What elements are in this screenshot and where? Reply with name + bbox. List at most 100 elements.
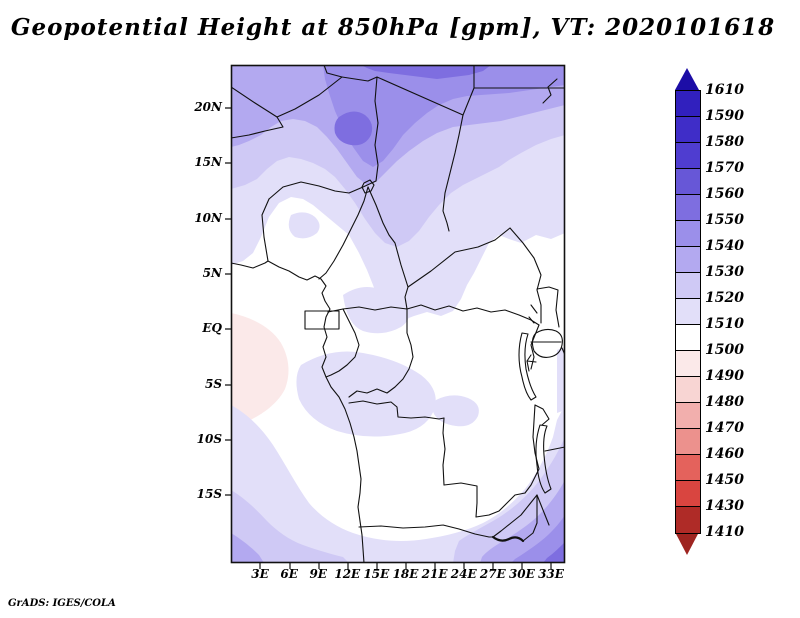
contour-pink-patch [231,313,289,427]
colorbar-segment [675,142,701,170]
colorbar-tick-label: 1590 [705,108,744,124]
y-axis-label: 5S [204,376,222,391]
colorbar-segment [675,90,701,118]
colorbar-tick-label: 1520 [705,290,744,306]
contour-fills [231,65,565,563]
border-niger-chad [374,76,379,182]
colorbar-segment [675,246,701,274]
border-tanzania-zambia [534,404,550,426]
y-axis-label: 20N [194,100,222,114]
contour-patch-nigeria [288,212,320,239]
colorbar-tick-label: 1510 [705,316,744,332]
y-axis-ticks [225,107,231,496]
contour-patch-congo-basin [296,351,436,437]
colorbar-segment [675,376,701,404]
border-malawi-mozambique [536,494,550,526]
colorbar-tick-label: 1470 [705,420,744,436]
map-canvas [225,64,566,569]
border-nigeria-cameroon [318,186,369,280]
x-axis-label: 15E [363,567,390,581]
x-axis-label: 24E [450,567,477,581]
border-cameroon-chad [367,186,409,288]
colorbar-tick-label: 1500 [705,342,744,358]
lake-victoria [531,328,563,358]
border-algeria-libya [323,65,343,78]
border-uganda [530,286,562,370]
rift-lakes [528,304,538,324]
x-axis-label: 21E [421,567,448,581]
border-chad-sudan [442,114,464,232]
lake-tanganyika [518,332,537,401]
y-axis-label: 15S [196,487,222,502]
contour-band-north-4 [323,65,565,167]
colorbar-arrow-up [675,68,699,90]
colorbar-tick-label: 1490 [705,368,744,384]
border-niger-nigeria [268,180,377,200]
country-borders [231,65,565,563]
contour-band-south-1 [231,405,565,563]
coastline-west [231,260,365,563]
border-angola-namibia [358,524,494,538]
border-zambia-zimbabwe [522,494,538,542]
x-axis-label: 6E [280,567,298,581]
border-niger-libya-chad [341,76,464,116]
border-egypt [462,65,565,116]
colorbar-segment [675,402,701,430]
nile-wiggle [542,78,558,104]
x-axis-label: 33E [538,567,564,581]
chart-title: Geopotential Height at 850hPa [gpm], VT:… [10,14,776,41]
border-cameroon-car [404,286,409,310]
contour-strip-east-edge [557,347,565,413]
border-sudan-car [494,227,542,324]
y-axis-label: 5N [202,265,222,280]
colorbar-tick-label: 1460 [705,446,744,462]
x-axis-label: 9E [309,567,327,581]
colorbar-segment [675,480,701,508]
border-zambia-malawi [492,494,538,538]
border-cameroon-south [327,306,408,313]
colorbar-segment [675,220,701,248]
grads-attribution: GrADS: IGES/COLA [8,598,116,609]
colorbar-segment [675,194,701,222]
y-axis-label: 10S [196,431,222,446]
contour-band-north-5 [361,65,491,79]
colorbar-segment [675,168,701,196]
contour-band-sw-2 [231,490,349,563]
border-tanzania-mozambique [544,446,565,452]
colorbar-segment [675,272,701,300]
map-frame [230,64,566,564]
colorbar-segment [675,454,701,482]
y-axis-label: 15N [194,155,222,170]
x-axis-label: 27E [479,567,506,581]
x-axis-label: 12E [334,567,361,581]
colorbar-tick-label: 1530 [705,264,744,280]
contour-band-se-5 [543,542,565,563]
colorbar-segment [675,350,701,378]
border-algeria-mali [231,86,284,139]
y-axis-label: 10N [194,210,222,225]
colorbar-tick-label: 1580 [705,134,744,150]
border-congo-drc [348,308,414,398]
border-gabon-congo [325,308,360,378]
colorbar-segment [675,506,701,534]
border-eq-guinea [304,310,340,330]
zambezi-kariba [491,535,525,543]
border-car-drc [406,304,540,326]
border-drc-zambia [443,404,540,518]
colorbar-tick-label: 1480 [705,394,744,410]
x-axis-label: 3E [251,567,269,581]
border-algeria-niger [276,76,343,118]
colorbar-tick-label: 1450 [705,472,744,488]
colorbar-tick-label: 1540 [705,238,744,254]
colorbar-tick-label: 1430 [705,498,744,514]
border-benin [261,198,270,262]
colorbar-segment [675,116,701,144]
border-angola-zambia [442,417,446,486]
lake-malawi [535,424,552,494]
contour-patch-sudan [481,178,514,198]
contour-band-sw-3 [231,533,264,563]
colorbar-tick-label: 1570 [705,160,744,176]
x-axis-label: 30E [508,567,535,581]
contour-core-niger [334,111,373,146]
